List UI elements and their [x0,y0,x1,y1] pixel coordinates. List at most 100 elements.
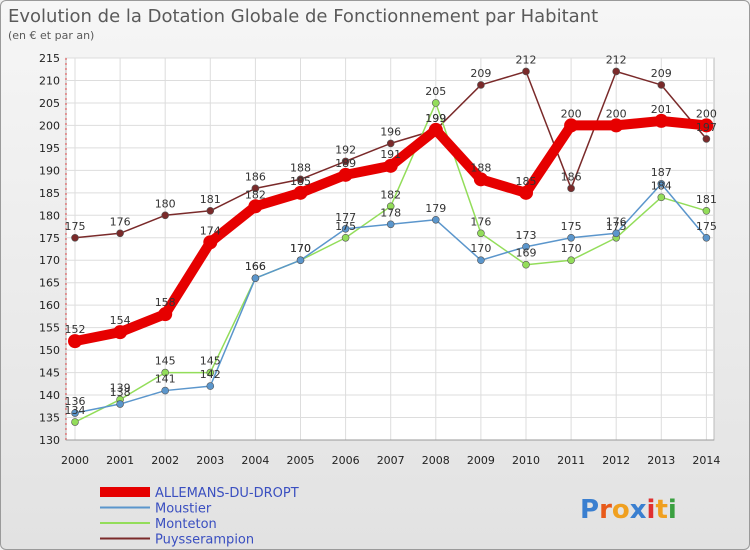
data-point [251,274,260,283]
data-label: 178 [380,206,401,219]
axes: 130 135 140 145 150 155 160 165 170 175 180 185 190 1… [39,52,720,467]
data-point [206,207,215,215]
data-label: 142 [200,368,221,381]
data-label: 191 [380,148,401,161]
x-tick-label: 2000 [61,454,89,467]
data-label: 136 [65,395,86,408]
y-tick-label: 200 [39,119,60,132]
data-point [71,409,79,417]
data-label: 180 [155,197,176,210]
data-label: 158 [155,296,176,309]
x-tick-label: 2012 [602,454,630,467]
data-label: 134 [65,404,86,417]
logo-text: Proxiti [580,495,677,525]
x-tick-label: 2001 [106,454,134,467]
data-label: 177 [335,211,356,224]
data-label: 182 [380,188,401,201]
data-point [522,242,530,251]
data-point [522,260,530,269]
x-tick-label: 2010 [512,454,540,467]
y-tick-label: 165 [39,277,60,290]
y-tick-label: 195 [39,142,60,155]
data-point [428,122,443,137]
x-tick-label: 2013 [647,454,675,467]
y-tick-label: 130 [39,434,60,447]
data-point [567,256,575,265]
data-label: 188 [290,161,311,174]
data-label: 174 [200,224,221,237]
data-point [654,113,669,128]
data-label: 209 [470,67,491,80]
data-label: 139 [110,382,131,395]
data-label: 185 [516,175,537,188]
data-label: 175 [561,220,582,233]
y-tick-label: 155 [39,322,60,335]
y-tick-label: 160 [39,299,60,312]
data-label: 141 [155,373,176,386]
data-label: 176 [110,215,131,228]
data-label: 212 [606,53,627,66]
y-tick-label: 150 [39,344,60,357]
data-label: 199 [425,112,446,125]
x-tick-label: 2014 [692,454,720,467]
data-point [657,180,666,188]
data-label: 199 [425,112,446,125]
legend-label: Moustier [155,502,212,517]
legend-label: ALLEMANS-DU-DROPT [155,486,299,501]
x-tick-label: 2005 [287,454,315,467]
data-label: 176 [470,215,491,228]
data-point [386,202,395,211]
data-label: 152 [65,323,86,336]
data-point [203,235,218,250]
data-point [564,118,579,133]
data-label: 170 [290,242,311,255]
data-point [248,199,263,214]
data-point [386,139,395,148]
series [68,67,714,426]
data-label: 196 [380,125,401,138]
data-label: 145 [200,355,221,368]
data-label: 189 [335,157,356,170]
data-label: 175 [335,220,356,233]
data-label: 181 [200,193,221,206]
data-point [296,256,305,265]
data-point [251,184,260,193]
data-label: 170 [290,242,311,255]
x-tick-label: 2003 [196,454,224,467]
y-tick-label: 170 [39,254,60,267]
y-tick-label: 205 [39,97,60,110]
data-label: 182 [245,188,266,201]
x-tick-label: 2006 [332,454,360,467]
y-tick-label: 190 [39,164,60,177]
data-point [612,229,621,238]
data-point [431,99,440,107]
y-tick-label: 215 [39,52,60,65]
data-label: 201 [651,103,672,116]
chart-title: Evolution de la Dotation Globale de Fonc… [8,6,598,27]
data-point [206,382,215,390]
y-tick-label: 140 [39,389,60,402]
data-point [293,185,308,200]
data-point [657,193,666,202]
y-tick-label: 210 [39,74,60,87]
data-label: 205 [425,85,446,98]
data-label: 154 [110,314,131,327]
x-tick-label: 2004 [241,454,269,467]
data-label: 186 [561,170,582,183]
data-label: 186 [245,170,266,183]
data-point [567,233,575,242]
data-point [206,368,215,377]
data-label: 176 [606,215,627,228]
data-point [477,81,485,89]
data-point [113,325,128,340]
data-point [71,418,79,426]
data-label: 181 [696,193,717,206]
data-label: 184 [651,179,672,192]
legend-label: Monteton [155,517,217,532]
data-label: 212 [516,53,537,66]
x-tick-label: 2002 [151,454,179,467]
data-point [477,256,485,265]
data-label: 175 [696,220,717,233]
data-point [473,172,488,187]
